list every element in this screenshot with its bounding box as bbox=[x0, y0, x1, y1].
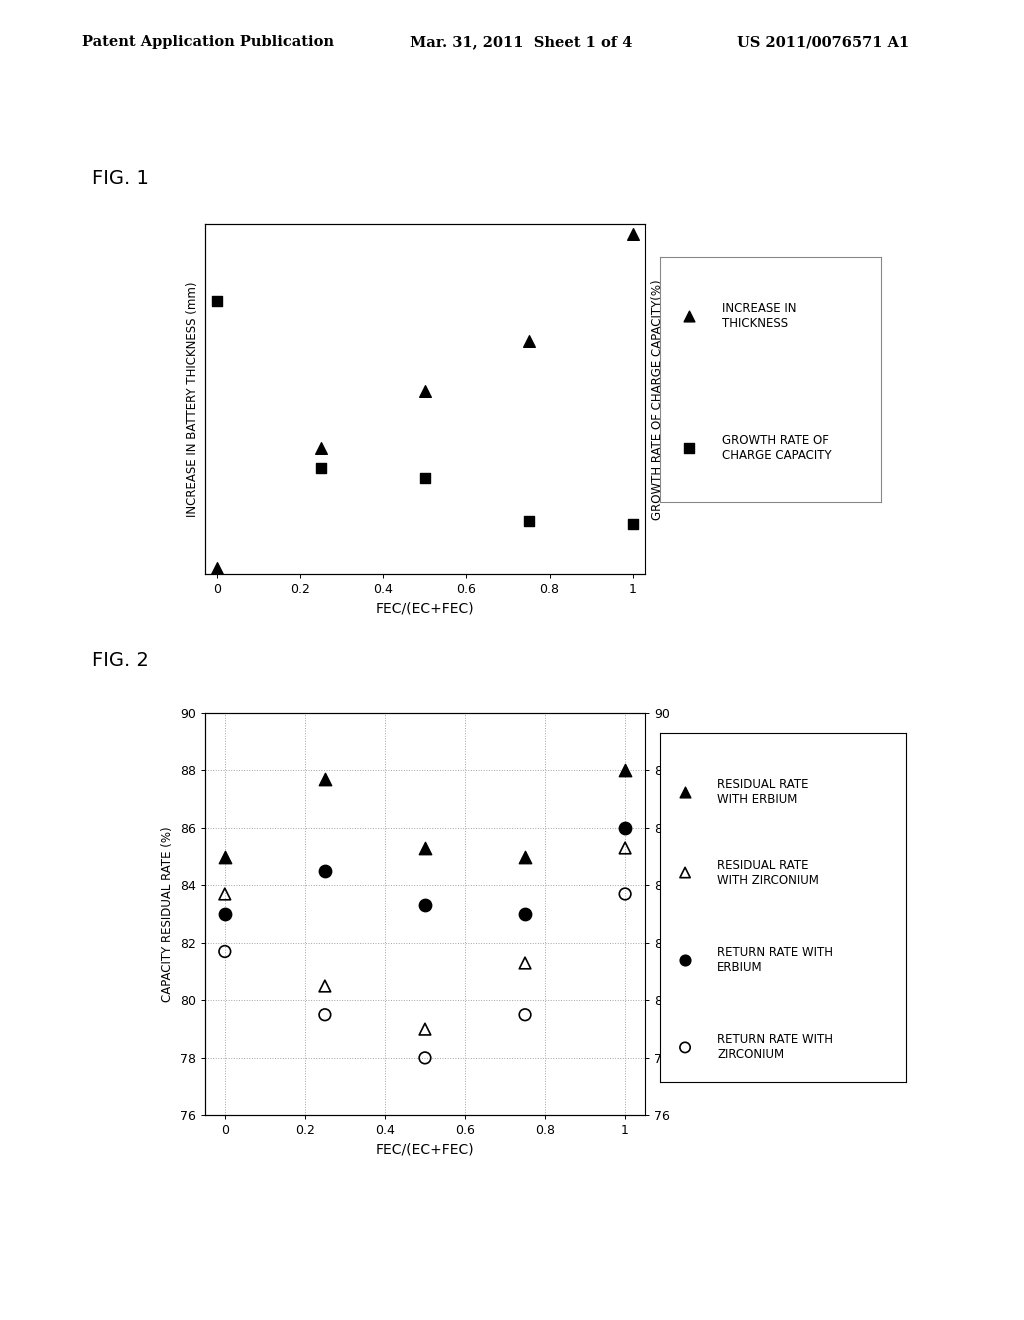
Point bbox=[417, 895, 433, 916]
Point bbox=[313, 457, 330, 478]
Point bbox=[417, 380, 433, 401]
Y-axis label: CAPACITY RETURN RATE (%): CAPACITY RETURN RATE (%) bbox=[676, 832, 689, 997]
X-axis label: FEC/(EC+FEC): FEC/(EC+FEC) bbox=[376, 602, 474, 616]
Point bbox=[998, 579, 1015, 601]
Point bbox=[313, 437, 330, 458]
Point bbox=[417, 467, 433, 488]
Text: RESIDUAL RATE
WITH ZIRCONIUM: RESIDUAL RATE WITH ZIRCONIUM bbox=[717, 858, 819, 887]
Point bbox=[520, 511, 537, 532]
Point bbox=[217, 903, 233, 924]
Text: RESIDUAL RATE
WITH ERBIUM: RESIDUAL RATE WITH ERBIUM bbox=[717, 777, 809, 807]
Text: RETURN RATE WITH
ZIRCONIUM: RETURN RATE WITH ZIRCONIUM bbox=[717, 1034, 833, 1061]
Point bbox=[316, 768, 333, 789]
Point bbox=[520, 330, 537, 351]
Point bbox=[616, 760, 633, 781]
Point bbox=[517, 953, 534, 974]
Point bbox=[316, 975, 333, 997]
Point bbox=[316, 861, 333, 882]
Y-axis label: INCREASE IN BATTERY THICKNESS (mm): INCREASE IN BATTERY THICKNESS (mm) bbox=[186, 281, 200, 517]
Y-axis label: GROWTH RATE OF CHARGE CAPACITY(%): GROWTH RATE OF CHARGE CAPACITY(%) bbox=[650, 279, 664, 520]
Text: Mar. 31, 2011  Sheet 1 of 4: Mar. 31, 2011 Sheet 1 of 4 bbox=[410, 36, 632, 49]
Point bbox=[417, 1047, 433, 1068]
Point bbox=[217, 941, 233, 962]
Point bbox=[517, 846, 534, 867]
Text: GROWTH RATE OF
CHARGE CAPACITY: GROWTH RATE OF CHARGE CAPACITY bbox=[722, 434, 831, 462]
Text: Patent Application Publication: Patent Application Publication bbox=[82, 36, 334, 49]
Point bbox=[417, 1019, 433, 1040]
Point bbox=[217, 883, 233, 904]
Point bbox=[616, 837, 633, 858]
Y-axis label: CAPACITY RESIDUAL RATE (%): CAPACITY RESIDUAL RATE (%) bbox=[161, 826, 174, 1002]
Text: US 2011/0076571 A1: US 2011/0076571 A1 bbox=[737, 36, 909, 49]
Point bbox=[217, 846, 233, 867]
X-axis label: FEC/(EC+FEC): FEC/(EC+FEC) bbox=[376, 1143, 474, 1158]
Point bbox=[417, 837, 433, 858]
Text: FIG. 1: FIG. 1 bbox=[92, 169, 150, 187]
Point bbox=[616, 817, 633, 838]
Point bbox=[625, 224, 641, 246]
Point bbox=[616, 883, 633, 904]
Text: RETURN RATE WITH
ERBIUM: RETURN RATE WITH ERBIUM bbox=[717, 946, 833, 974]
Point bbox=[625, 513, 641, 535]
Text: INCREASE IN
THICKNESS: INCREASE IN THICKNESS bbox=[722, 302, 797, 330]
Point bbox=[316, 1005, 333, 1026]
Point bbox=[209, 290, 225, 312]
Text: FIG. 2: FIG. 2 bbox=[92, 651, 150, 669]
Point bbox=[517, 1005, 534, 1026]
Point bbox=[517, 903, 534, 924]
Point bbox=[209, 557, 225, 578]
